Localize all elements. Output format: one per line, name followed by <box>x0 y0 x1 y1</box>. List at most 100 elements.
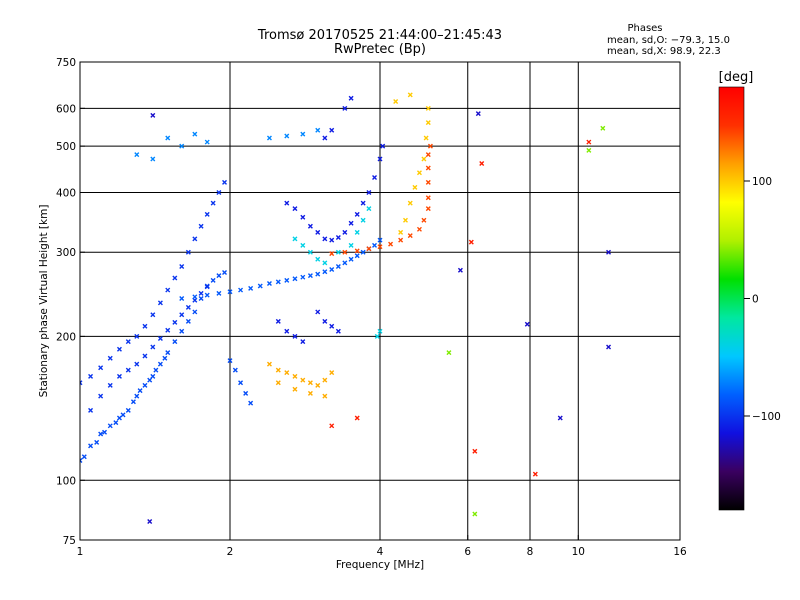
data-point <box>322 269 328 275</box>
colorbar-tick-label: −100 <box>752 411 781 423</box>
data-point <box>322 236 328 242</box>
chart-title: Tromsø 20170525 21:44:00–21:45:43 <box>257 28 502 43</box>
data-point <box>300 131 306 137</box>
data-point <box>198 290 204 296</box>
data-point <box>147 377 153 383</box>
data-point <box>348 220 354 226</box>
data-point <box>475 111 481 117</box>
data-point <box>162 355 168 361</box>
data-point <box>300 274 306 280</box>
data-point <box>322 318 328 324</box>
data-point <box>307 380 313 386</box>
data-point <box>388 241 394 247</box>
data-point <box>192 294 198 300</box>
data-point <box>142 353 148 359</box>
data-point <box>284 328 290 334</box>
data-point <box>307 223 313 229</box>
data-point <box>257 283 263 289</box>
data-point <box>80 457 83 463</box>
data-point <box>210 277 216 283</box>
data-point <box>479 160 485 166</box>
stats-heading: Phases <box>627 23 662 34</box>
y-tick-label: 200 <box>56 331 76 343</box>
data-point <box>142 382 148 388</box>
y-tick-label: 750 <box>56 57 76 69</box>
data-point <box>457 267 463 273</box>
data-point <box>315 256 321 262</box>
data-point <box>329 127 335 133</box>
data-point <box>315 271 321 277</box>
data-point <box>150 312 156 318</box>
chart-subtitle: RwPretec (Bp) <box>334 42 426 57</box>
data-point <box>393 99 399 105</box>
data-point <box>165 327 171 333</box>
y-tick-label: 500 <box>56 141 76 153</box>
y-tick-label: 600 <box>56 103 76 115</box>
data-point <box>185 304 191 310</box>
data-point <box>377 328 383 334</box>
data-point <box>421 156 427 162</box>
data-point <box>425 165 431 171</box>
y-axis-label: Stationary phase Virtual Height [km] <box>38 205 50 398</box>
data-point <box>600 125 606 131</box>
data-point <box>116 373 122 379</box>
colorbar-tick-label: 100 <box>752 176 772 188</box>
x-tick-label: 4 <box>377 546 384 558</box>
data-point <box>322 260 328 266</box>
x-tick-label: 6 <box>464 546 471 558</box>
data-point <box>157 300 163 306</box>
data-point <box>266 361 272 367</box>
data-point <box>227 358 233 364</box>
data-point <box>360 249 366 255</box>
data-point <box>372 242 378 248</box>
data-point <box>421 217 427 223</box>
data-point <box>172 319 178 325</box>
data-point <box>172 275 178 281</box>
data-point <box>398 237 404 243</box>
data-point <box>185 318 191 324</box>
data-point <box>266 281 272 287</box>
data-point <box>329 251 335 257</box>
data-point <box>248 285 254 291</box>
data-point <box>354 229 360 235</box>
data-point <box>292 276 298 282</box>
data-point <box>300 377 306 383</box>
data-point <box>113 420 119 426</box>
data-point <box>134 361 140 367</box>
data-point <box>348 242 354 248</box>
data-point <box>204 284 210 290</box>
data-point <box>102 429 108 435</box>
data-point <box>425 179 431 185</box>
x-tick-label: 16 <box>673 546 687 558</box>
data-point <box>377 244 383 250</box>
data-point <box>335 235 341 241</box>
data-point <box>329 237 335 243</box>
data-point <box>472 448 478 454</box>
x-tick-label: 2 <box>227 546 234 558</box>
data-point <box>557 415 563 421</box>
data-point <box>165 135 171 141</box>
data-point <box>134 333 140 339</box>
data-point <box>238 287 244 293</box>
x-tick-label: 10 <box>572 546 585 558</box>
data-point <box>125 407 131 413</box>
data-point <box>307 273 313 279</box>
data-point <box>425 120 431 126</box>
data-point <box>292 333 298 339</box>
data-point <box>307 390 313 396</box>
data-point <box>94 439 100 445</box>
colorbar-ticks: −100 0 100 <box>744 176 781 423</box>
data-point <box>292 386 298 392</box>
data-point <box>179 312 185 318</box>
data-point <box>315 127 321 133</box>
data-point <box>315 309 321 315</box>
data-point <box>322 393 328 399</box>
stats-line-o: mean, sd,O: −79.3, 15.0 <box>607 35 730 46</box>
data-point <box>192 131 198 137</box>
data-point <box>204 139 210 145</box>
data-point <box>366 206 372 212</box>
data-point <box>407 233 413 239</box>
data-point <box>130 399 136 405</box>
data-point <box>275 318 281 324</box>
